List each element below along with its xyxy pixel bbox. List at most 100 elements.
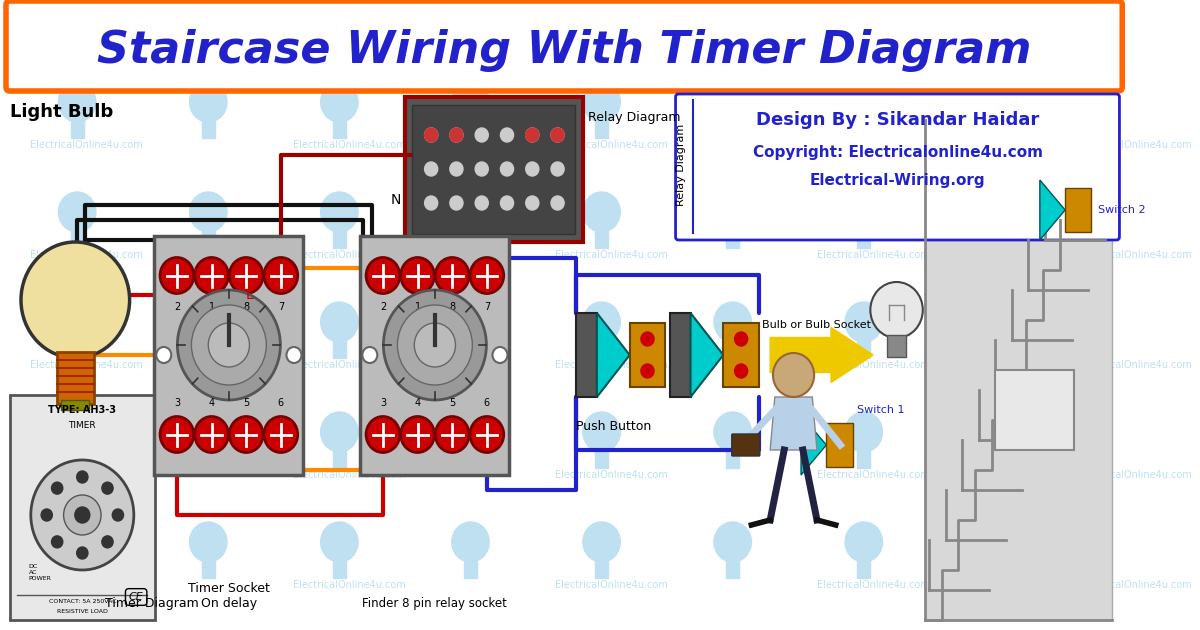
Text: 3: 3 bbox=[380, 399, 386, 408]
Circle shape bbox=[425, 128, 438, 142]
Circle shape bbox=[320, 412, 358, 452]
FancyBboxPatch shape bbox=[726, 560, 739, 578]
Circle shape bbox=[845, 192, 882, 232]
Polygon shape bbox=[690, 313, 724, 397]
Circle shape bbox=[450, 162, 463, 176]
FancyBboxPatch shape bbox=[676, 94, 1120, 240]
FancyBboxPatch shape bbox=[857, 450, 870, 468]
FancyBboxPatch shape bbox=[202, 230, 215, 248]
Circle shape bbox=[178, 290, 281, 400]
Circle shape bbox=[366, 416, 400, 452]
Text: ElectricalOnline4u.com: ElectricalOnline4u.com bbox=[554, 140, 667, 150]
Circle shape bbox=[59, 412, 96, 452]
Circle shape bbox=[41, 509, 53, 521]
Circle shape bbox=[845, 412, 882, 452]
Circle shape bbox=[500, 196, 514, 210]
Text: ElectricalOnline4u.com: ElectricalOnline4u.com bbox=[293, 580, 406, 590]
Circle shape bbox=[551, 128, 564, 142]
Circle shape bbox=[451, 522, 490, 562]
FancyBboxPatch shape bbox=[61, 400, 89, 410]
Circle shape bbox=[526, 128, 539, 142]
FancyBboxPatch shape bbox=[595, 450, 608, 468]
Text: ElectricalOnline4u.com: ElectricalOnline4u.com bbox=[817, 580, 930, 590]
Text: Timer Diagram: Timer Diagram bbox=[106, 597, 199, 610]
FancyBboxPatch shape bbox=[726, 120, 739, 138]
FancyBboxPatch shape bbox=[576, 313, 596, 397]
Circle shape bbox=[470, 258, 504, 294]
FancyBboxPatch shape bbox=[726, 450, 739, 468]
Circle shape bbox=[450, 128, 463, 142]
Circle shape bbox=[320, 192, 358, 232]
Circle shape bbox=[583, 302, 620, 342]
Text: RESISTIVE LOAD: RESISTIVE LOAD bbox=[56, 609, 108, 614]
Polygon shape bbox=[770, 397, 817, 450]
Circle shape bbox=[160, 416, 193, 452]
FancyBboxPatch shape bbox=[726, 340, 739, 358]
Circle shape bbox=[194, 258, 228, 294]
Circle shape bbox=[64, 495, 101, 535]
Circle shape bbox=[190, 412, 227, 452]
Text: N: N bbox=[391, 193, 401, 207]
Text: Electrical-Wiring.org: Electrical-Wiring.org bbox=[810, 173, 985, 188]
Text: 1: 1 bbox=[414, 302, 421, 311]
Circle shape bbox=[976, 192, 1014, 232]
FancyArrow shape bbox=[770, 328, 874, 382]
Text: ElectricalOnline4u.com: ElectricalOnline4u.com bbox=[30, 360, 143, 370]
Circle shape bbox=[526, 162, 539, 176]
Circle shape bbox=[714, 412, 751, 452]
Circle shape bbox=[500, 128, 514, 142]
FancyBboxPatch shape bbox=[857, 340, 870, 358]
Text: 3: 3 bbox=[174, 399, 180, 408]
Text: L: L bbox=[246, 288, 253, 302]
FancyBboxPatch shape bbox=[332, 450, 346, 468]
FancyBboxPatch shape bbox=[71, 560, 84, 578]
Text: Finder 8 pin relay socket: Finder 8 pin relay socket bbox=[362, 597, 508, 610]
Text: ElectricalOnline4u.com: ElectricalOnline4u.com bbox=[30, 580, 143, 590]
Circle shape bbox=[714, 302, 751, 342]
FancyBboxPatch shape bbox=[202, 560, 215, 578]
Circle shape bbox=[229, 258, 263, 294]
Text: 5: 5 bbox=[244, 399, 250, 408]
Circle shape bbox=[20, 242, 130, 358]
FancyBboxPatch shape bbox=[595, 340, 608, 358]
Circle shape bbox=[425, 128, 438, 142]
Text: 2: 2 bbox=[174, 302, 180, 311]
FancyBboxPatch shape bbox=[332, 120, 346, 138]
Text: 7: 7 bbox=[484, 302, 490, 311]
FancyBboxPatch shape bbox=[464, 120, 478, 138]
Circle shape bbox=[397, 305, 473, 385]
Circle shape bbox=[475, 196, 488, 210]
Circle shape bbox=[74, 507, 90, 523]
Text: ElectricalOnline4u.com: ElectricalOnline4u.com bbox=[1079, 360, 1192, 370]
Circle shape bbox=[714, 522, 751, 562]
Circle shape bbox=[641, 332, 654, 346]
Text: 8: 8 bbox=[244, 302, 250, 311]
Circle shape bbox=[192, 305, 266, 385]
FancyBboxPatch shape bbox=[413, 105, 575, 234]
Text: 4: 4 bbox=[414, 399, 421, 408]
Text: Copyright: Electricalonline4u.com: Copyright: Electricalonline4u.com bbox=[752, 144, 1043, 159]
FancyBboxPatch shape bbox=[332, 340, 346, 358]
Circle shape bbox=[845, 82, 882, 122]
Text: ElectricalOnline4u.com: ElectricalOnline4u.com bbox=[554, 250, 667, 260]
Circle shape bbox=[229, 416, 263, 452]
Circle shape bbox=[320, 82, 358, 122]
Circle shape bbox=[734, 364, 748, 378]
Text: ElectricalOnline4u.com: ElectricalOnline4u.com bbox=[817, 250, 930, 260]
Circle shape bbox=[190, 82, 227, 122]
Circle shape bbox=[59, 192, 96, 232]
Text: Design By : Sikandar Haidar: Design By : Sikandar Haidar bbox=[756, 111, 1039, 129]
Circle shape bbox=[451, 192, 490, 232]
Circle shape bbox=[320, 302, 358, 342]
Circle shape bbox=[714, 192, 751, 232]
Text: Relay Diagram: Relay Diagram bbox=[588, 110, 680, 123]
Circle shape bbox=[470, 416, 504, 452]
Text: ElectricalOnline4u.com: ElectricalOnline4u.com bbox=[817, 360, 930, 370]
Circle shape bbox=[583, 192, 620, 232]
Circle shape bbox=[425, 196, 438, 210]
Circle shape bbox=[436, 416, 469, 452]
Circle shape bbox=[500, 162, 514, 176]
FancyBboxPatch shape bbox=[595, 230, 608, 248]
Text: 4: 4 bbox=[209, 399, 215, 408]
Circle shape bbox=[583, 522, 620, 562]
